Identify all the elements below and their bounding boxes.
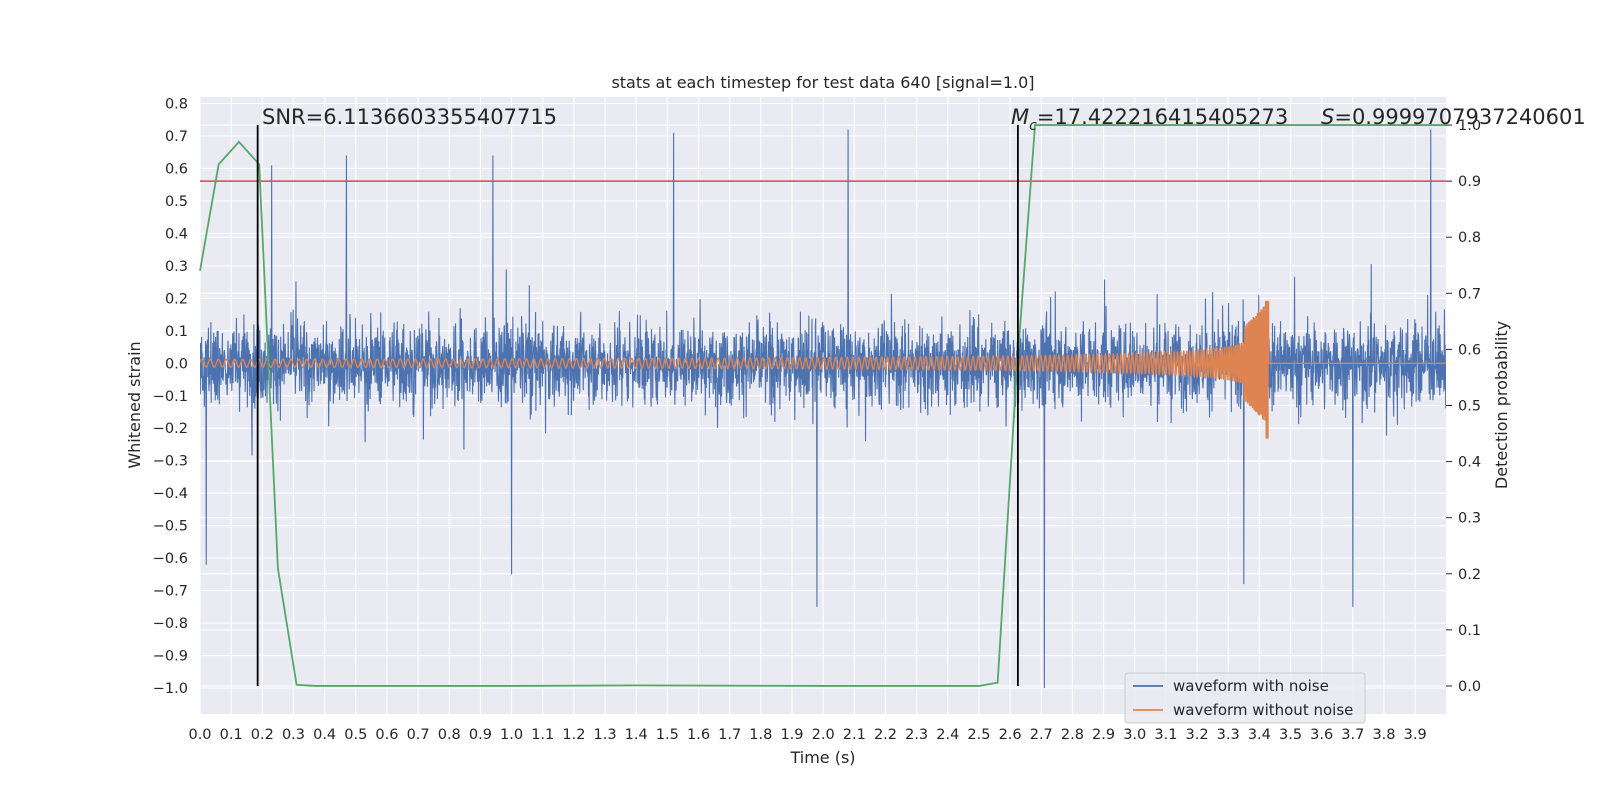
x-tick-label: 0.1 (220, 727, 243, 743)
y2-tick-label: 1.0 (1458, 118, 1481, 134)
x-tick-label: 3.9 (1404, 727, 1427, 743)
x-tick-label: 1.3 (594, 727, 617, 743)
x-tick-label: 3.1 (1154, 727, 1177, 743)
x-tick-label: 2.5 (967, 727, 990, 743)
x-tick-label: 2.2 (874, 727, 897, 743)
legend-label-noise: waveform with noise (1173, 677, 1329, 695)
significance-value: =0.9999707937240601 (1334, 105, 1585, 129)
x-tick-label: 2.0 (812, 727, 835, 743)
x-tick-label: 3.2 (1186, 727, 1209, 743)
y-tick-label: −0.2 (153, 421, 188, 437)
x-tick-label: 1.2 (562, 727, 585, 743)
x-tick-label: 3.4 (1248, 727, 1271, 743)
detection-probability-line (199, 124, 1447, 687)
x-tick-label: 1.5 (656, 727, 679, 743)
x-tick-label: 1.8 (749, 727, 772, 743)
significance-annotation: S=0.9999707937240601 (1321, 105, 1586, 129)
x-tick-label: 0.8 (438, 727, 461, 743)
y2-tick-label: 0.3 (1458, 511, 1481, 527)
y-tick-label: −0.7 (153, 584, 188, 600)
chirp-mass-subscript: c (1029, 118, 1037, 134)
y-tick-label: −0.4 (153, 486, 188, 502)
x-tick-label: 2.1 (843, 727, 866, 743)
x-tick-label: 1.0 (500, 727, 523, 743)
chirp-mass-annotation: Mc=17.422216415405273 (1011, 105, 1288, 134)
y-tick-label: −0.8 (153, 616, 188, 632)
y-tick-label: −0.5 (153, 519, 188, 535)
x-tick-label: 1.7 (718, 727, 741, 743)
y2-tick-label: 0.0 (1458, 679, 1481, 695)
significance-symbol: S (1321, 105, 1334, 129)
x-tick-label: 2.8 (1061, 727, 1084, 743)
y-tick-label: 0.4 (165, 226, 188, 242)
x-axis-label: Time (s) (789, 748, 855, 767)
x-tick-label: 2.7 (1030, 727, 1053, 743)
x-tick-label: 0.7 (407, 727, 430, 743)
y2-axis-label: Detection probability (1492, 321, 1511, 489)
y2-tick-label: 0.7 (1458, 286, 1481, 302)
y2-tick-label: 0.2 (1458, 567, 1481, 583)
x-tick-label: 2.4 (936, 727, 959, 743)
x-tick-label: 0.3 (282, 727, 305, 743)
chirp-mass-value: =17.422216415405273 (1037, 105, 1288, 129)
x-tick-label: 1.6 (687, 727, 710, 743)
x-tick-label: 3.6 (1310, 727, 1333, 743)
chirp-mass-symbol: M (1011, 105, 1029, 129)
x-tick-label: 0.9 (469, 727, 492, 743)
y-axis-label: Whitened strain (125, 341, 144, 468)
legend: waveform with noise waveform without noi… (1124, 672, 1366, 724)
series-layer (200, 129, 1446, 689)
y-tick-label: 0.6 (165, 161, 188, 177)
legend-label-clean: waveform without noise (1173, 701, 1353, 719)
x-tick-label: 1.4 (625, 727, 648, 743)
x-tick-label: 3.0 (1123, 727, 1146, 743)
x-tick-label: 3.7 (1341, 727, 1364, 743)
x-tick-label: 1.9 (780, 727, 803, 743)
x-tick-label: 0.0 (188, 727, 211, 743)
x-tick-label: 3.8 (1372, 727, 1395, 743)
snr-annotation: SNR=6.1136603355407715 (262, 105, 557, 129)
y2-tick-label: 0.6 (1458, 342, 1481, 358)
x-tick-label: 2.6 (999, 727, 1022, 743)
y2-tick-label: 0.1 (1458, 623, 1481, 639)
y-tick-label: 0.3 (165, 259, 188, 275)
y-tick-label: −1.0 (153, 681, 188, 697)
x-tick-label: 0.4 (313, 727, 336, 743)
legend-box (1124, 672, 1366, 724)
y-tick-label: 0.0 (165, 356, 188, 372)
y-tick-label: −0.1 (153, 389, 188, 405)
grid (199, 97, 1446, 714)
x-tick-label: 0.5 (344, 727, 367, 743)
y2-tick-label: 0.5 (1458, 399, 1481, 415)
overlay-layer (199, 124, 1447, 687)
y-tick-label: 0.2 (165, 291, 188, 307)
x-tick-label: 0.2 (251, 727, 274, 743)
axes-layer: 0.0 0.1 0.2 0.3 0.4 0.5 0.6 0.7 0.8 0.9 1.0 1.1 1.2 1… (153, 96, 1481, 743)
y-tick-label: 0.8 (165, 96, 188, 112)
x-tick-label: 3.3 (1217, 727, 1240, 743)
x-tick-label: 2.9 (1092, 727, 1115, 743)
y2-tick-label: 0.4 (1458, 455, 1481, 471)
y-tick-label: 0.7 (165, 129, 188, 145)
y2-tick-label: 0.9 (1458, 174, 1481, 190)
y-tick-label: −0.6 (153, 551, 188, 567)
y-tick-label: 0.1 (165, 324, 188, 340)
y-tick-label: 0.5 (165, 194, 188, 210)
x-tick-label: 2.3 (905, 727, 928, 743)
x-tick-label: 3.5 (1279, 727, 1302, 743)
x-tick-label: 1.1 (531, 727, 554, 743)
y-tick-label: −0.9 (153, 649, 188, 665)
clean-waveform-line (200, 300, 1446, 439)
x-tick-label: 0.6 (375, 727, 398, 743)
y-tick-label: −0.3 (153, 454, 188, 470)
chart-title: stats at each timestep for test data 640… (611, 73, 1034, 92)
y2-tick-label: 0.8 (1458, 230, 1481, 246)
